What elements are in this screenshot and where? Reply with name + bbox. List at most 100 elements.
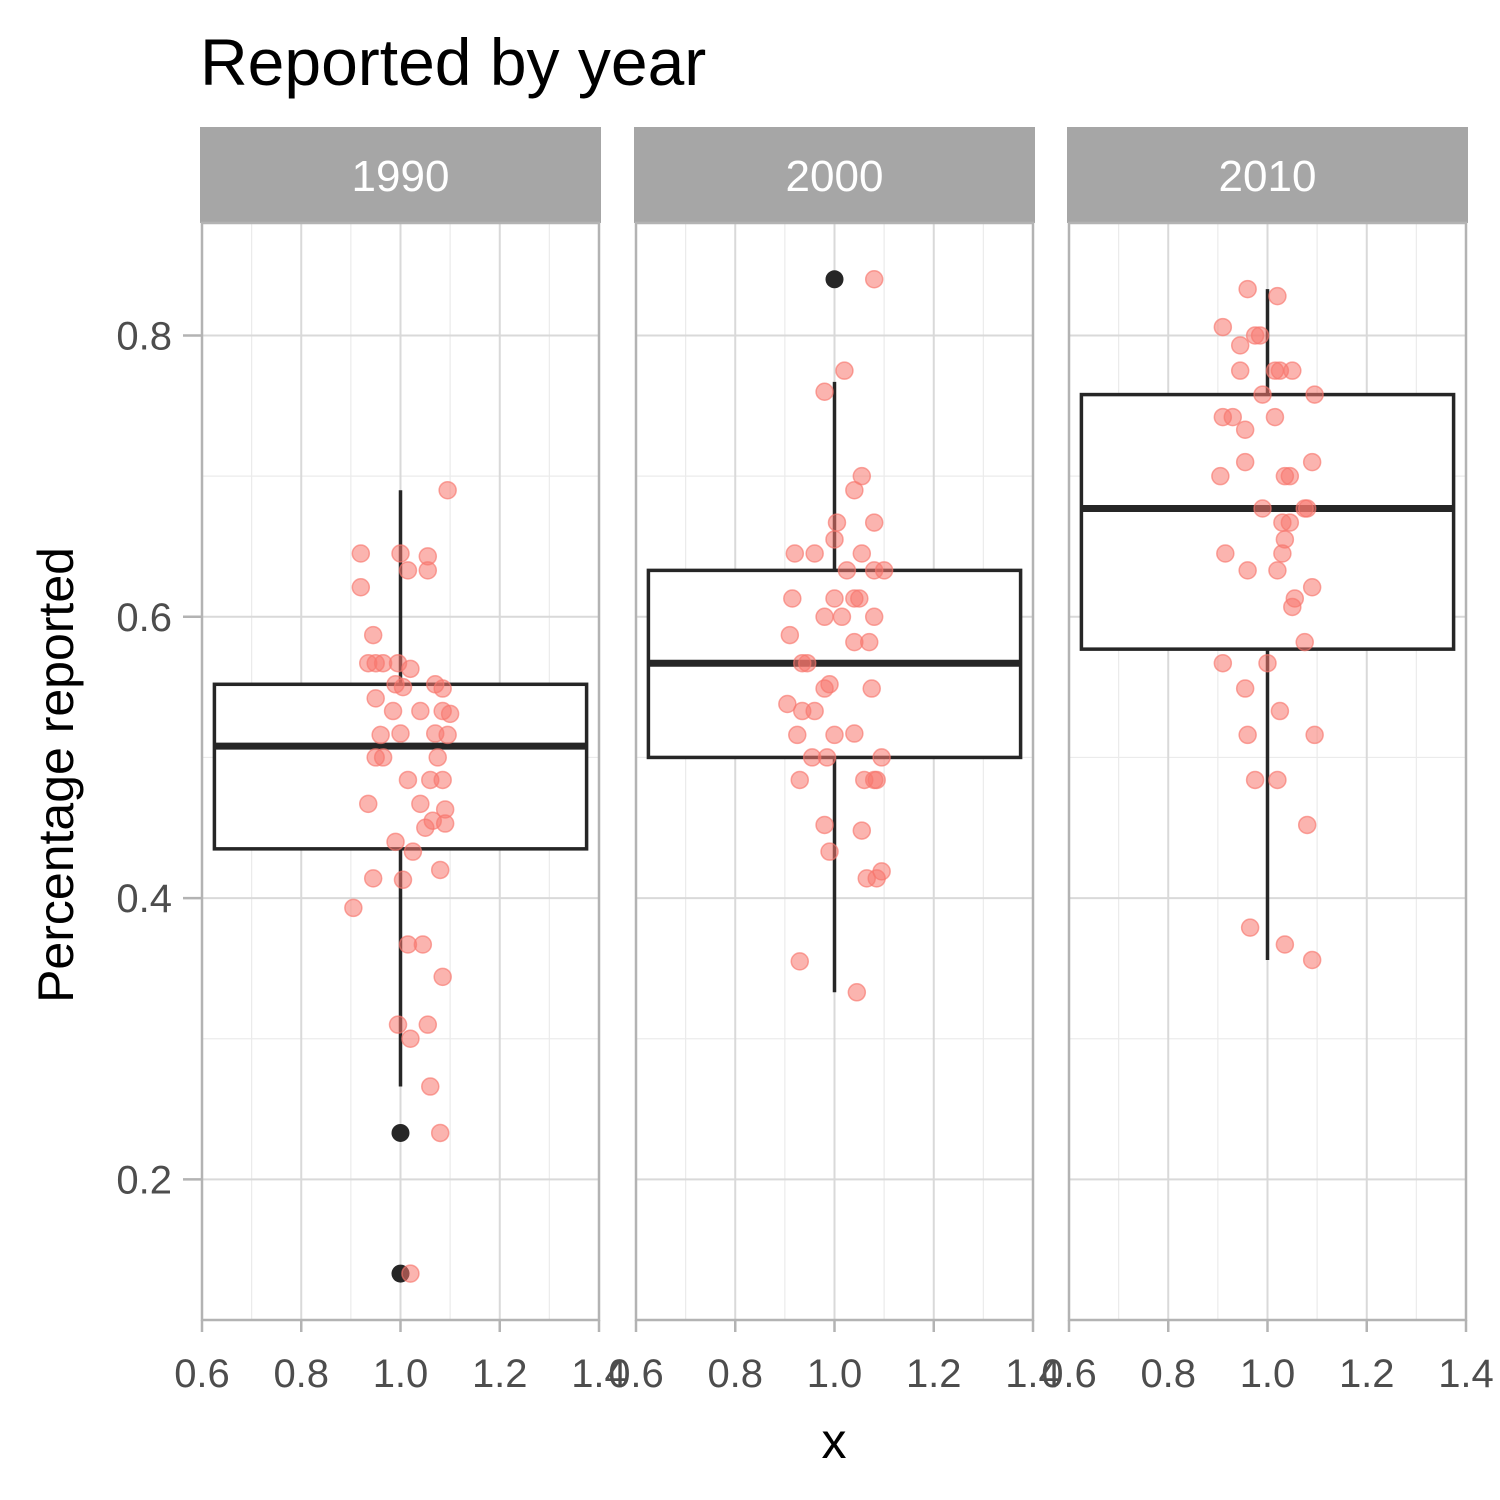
x-tick-label: 1.4 [1438, 1352, 1494, 1396]
data-point [416, 818, 435, 838]
data-point [797, 653, 817, 673]
data-point [852, 466, 872, 486]
data-point [852, 544, 872, 563]
data-point [845, 724, 864, 743]
data-point [358, 794, 378, 814]
facet-strip-label: 2010 [1219, 152, 1317, 201]
data-point [820, 842, 839, 861]
data-point [398, 770, 418, 790]
data-point [1283, 361, 1302, 380]
data-point [1216, 544, 1235, 563]
data-point [864, 270, 884, 289]
panel-2000: 2000 0.6 0.8 1.0 1.2 1.4 [608, 127, 1061, 1396]
data-point [1258, 653, 1277, 673]
data-point [859, 632, 879, 652]
data-point [351, 578, 371, 597]
x-tick-label: 0.8 [1140, 1352, 1196, 1396]
data-point [864, 607, 884, 627]
data-point [403, 842, 423, 861]
data-point [788, 725, 807, 745]
data-point [1297, 499, 1317, 518]
data-point [832, 607, 852, 627]
data-point [401, 1029, 420, 1048]
data-point [373, 748, 393, 767]
data-point [1235, 420, 1255, 439]
data-point [1253, 499, 1272, 518]
data-point [1211, 466, 1230, 486]
data-point [371, 725, 390, 745]
data-point [393, 677, 413, 697]
facet-strip-label: 2000 [786, 152, 884, 201]
y-tick-label: 0.8 [116, 315, 172, 359]
data-point [401, 659, 420, 679]
data-point [1240, 918, 1260, 937]
data-point [817, 748, 837, 767]
data-point [1280, 466, 1300, 486]
data-point [1302, 950, 1322, 970]
data-point [1305, 725, 1324, 745]
data-point [827, 513, 847, 532]
data-point [391, 544, 410, 563]
x-tick-label: 1.4 [571, 1352, 627, 1396]
data-point [1273, 544, 1292, 563]
data-point [874, 561, 894, 580]
data-point [344, 898, 363, 918]
data-point [388, 1015, 408, 1034]
data-point [401, 1264, 420, 1283]
data-point [815, 679, 834, 698]
data-point [815, 382, 834, 402]
data-point [783, 589, 802, 608]
data-point [1302, 578, 1322, 597]
facet-panels: 0.2 0.4 0.6 0.8 1990 0.6 0.8 1.0 1.2 1.4 2000 0.6 0.… [116, 127, 1494, 1396]
data-point [780, 625, 800, 645]
data-point [864, 513, 884, 532]
data-point [391, 724, 410, 743]
y-tick-label: 0.6 [116, 596, 172, 640]
data-point [430, 1123, 450, 1143]
data-point [847, 983, 867, 1002]
data-point [1223, 407, 1243, 427]
data-point [418, 1015, 438, 1034]
data-point [386, 832, 405, 852]
data-point [411, 701, 430, 721]
data-point [785, 544, 805, 563]
data-point [433, 770, 452, 790]
data-point [872, 862, 891, 881]
data-point [438, 725, 457, 745]
data-point [1230, 361, 1250, 380]
data-point [862, 679, 881, 698]
data-point [393, 870, 413, 890]
data-point [852, 821, 872, 840]
data-point [1268, 561, 1287, 580]
data-point [421, 1077, 440, 1096]
data-point [430, 860, 450, 880]
data-point [1238, 725, 1257, 745]
data-point [1297, 815, 1317, 835]
data-point [433, 967, 452, 987]
data-point [413, 935, 433, 954]
data-point [1268, 286, 1287, 306]
data-point [778, 694, 797, 714]
facet-strip-label: 1990 [352, 152, 450, 201]
data-point [1253, 385, 1272, 404]
data-point [1235, 452, 1255, 472]
data-point [1250, 326, 1270, 345]
data-point [366, 689, 385, 708]
data-point [815, 607, 834, 627]
data-point [363, 625, 383, 645]
data-point [1245, 770, 1265, 790]
data-point [1295, 632, 1314, 652]
data-point [845, 480, 864, 500]
data-point [1230, 336, 1250, 355]
outlier-point [825, 270, 844, 289]
x-tick-label: 1.0 [807, 1352, 863, 1396]
x-tick-label: 1.2 [472, 1352, 528, 1396]
x-tick-label: 0.8 [273, 1352, 329, 1396]
data-point [837, 561, 857, 580]
data-point [418, 561, 438, 580]
x-tick-label: 1.4 [1005, 1352, 1061, 1396]
x-tick-label: 1.0 [373, 1352, 429, 1396]
facet-strip [634, 127, 1035, 223]
data-point [1305, 385, 1324, 404]
data-point [1213, 653, 1233, 673]
